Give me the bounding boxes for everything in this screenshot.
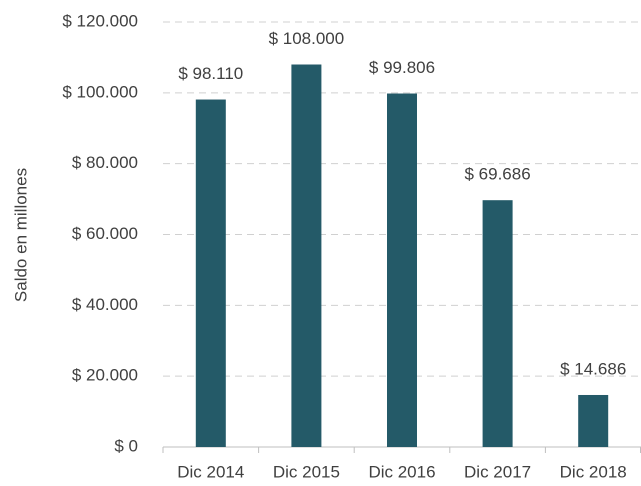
bar xyxy=(482,200,513,447)
x-tick-label: Dic 2018 xyxy=(560,462,627,481)
bar xyxy=(578,394,609,447)
data-label: $ 108.000 xyxy=(269,29,345,48)
y-tick-label: $ 80.000 xyxy=(72,153,138,172)
x-tick-label: Dic 2014 xyxy=(177,462,244,481)
x-tick-label: Dic 2015 xyxy=(273,462,340,481)
y-tick-label: $ 40.000 xyxy=(72,295,138,314)
bar xyxy=(291,64,322,447)
data-label: $ 14.686 xyxy=(560,359,626,378)
x-tick-label: Dic 2017 xyxy=(464,462,531,481)
y-axis-label: Saldo en millones xyxy=(11,168,30,302)
y-tick-label: $ 20.000 xyxy=(72,366,138,385)
y-tick-label: $ 120.000 xyxy=(62,11,138,30)
bar xyxy=(195,99,226,447)
data-label: $ 98.110 xyxy=(178,64,243,83)
x-tick-label: Dic 2016 xyxy=(368,462,435,481)
y-tick-label: $ 60.000 xyxy=(72,224,138,243)
y-tick-label: $ 100.000 xyxy=(62,82,138,101)
bar xyxy=(387,93,417,447)
data-label: $ 99.806 xyxy=(369,58,435,77)
y-tick-label: $ 0 xyxy=(114,436,138,455)
data-label: $ 69.686 xyxy=(465,165,531,184)
